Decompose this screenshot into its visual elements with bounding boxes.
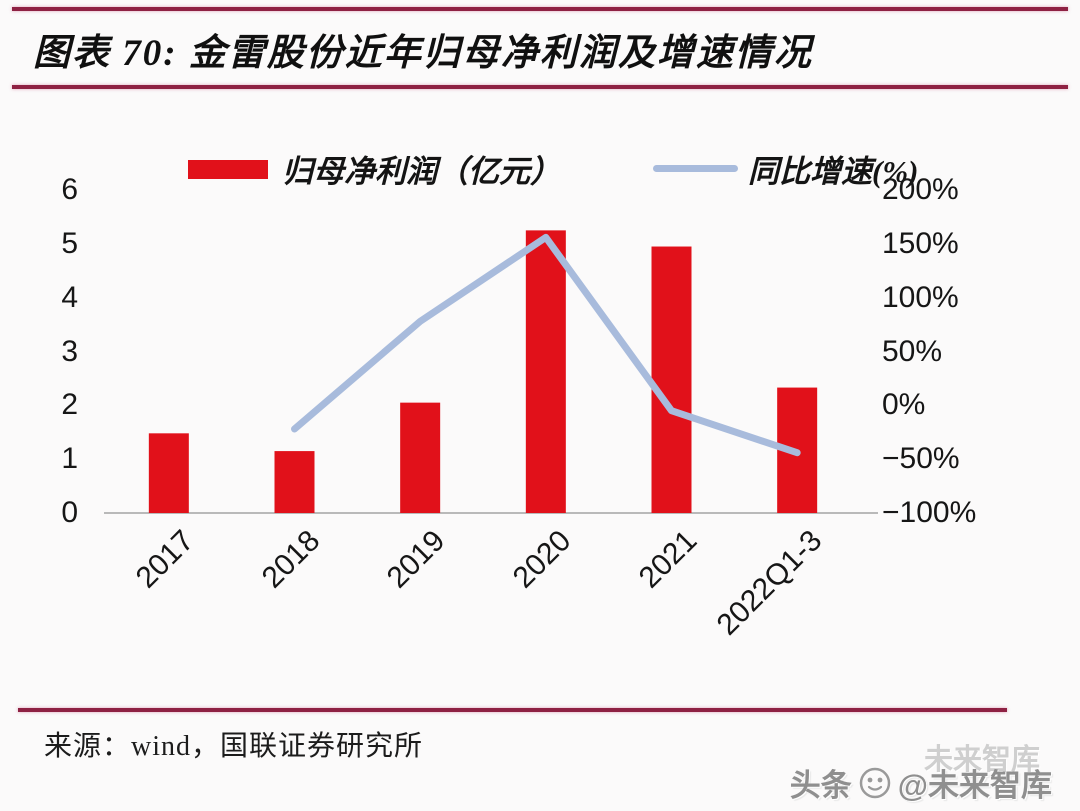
bar-2018: [274, 451, 315, 513]
zhiku-logo-icon: [859, 767, 891, 798]
top-rule: [12, 7, 1068, 11]
y-axis-left-tick: 3: [61, 334, 78, 368]
y-axis-right-tick: −50%: [882, 442, 960, 476]
y-axis-left-tick: 4: [61, 280, 78, 314]
figure-title: 图表 70: 金雷股份近年归母净利润及增速情况: [33, 33, 813, 74]
y-axis-left-tick: 2: [61, 388, 78, 422]
footer-rule: [18, 708, 1007, 712]
y-axis-right-tick: 50%: [882, 334, 943, 368]
watermark-ghost-text: 未来智库: [923, 744, 1040, 776]
y-axis-left-tick: 6: [61, 173, 78, 206]
y-axis-left-tick: 0: [61, 496, 78, 529]
watermark-handle: @未来智库: [897, 768, 1052, 803]
legend-bar-swatch: [188, 160, 268, 179]
y-axis-right-tick: 0%: [882, 388, 926, 422]
y-axis-left-tick: 1: [61, 442, 78, 476]
y-axis-right-tick: 150%: [882, 226, 959, 260]
y-axis-right-tick: −100%: [882, 496, 977, 529]
growth-line: [291, 233, 801, 457]
source-note: 来源：wind，国联证券研究所: [44, 731, 424, 762]
bar-2020: [525, 230, 566, 513]
watermark-prefix: 头条: [789, 768, 852, 803]
bar-2017: [148, 433, 189, 513]
legend-bar-label: 归母净利润（亿元）: [282, 154, 561, 189]
watermark: 未来智库 头条 @未来智库: [790, 742, 1052, 805]
title-underline-rule: [12, 85, 1068, 89]
y-axis-right-tick: 100%: [882, 280, 959, 314]
y-axis-right-tick: 200%: [882, 173, 959, 206]
y-axis-left-tick: 5: [61, 226, 78, 260]
legend-line-swatch: [653, 165, 738, 172]
bar-2021: [651, 246, 692, 513]
legend-line-label: 同比增速(%): [748, 154, 919, 189]
bar-2019: [400, 402, 441, 513]
